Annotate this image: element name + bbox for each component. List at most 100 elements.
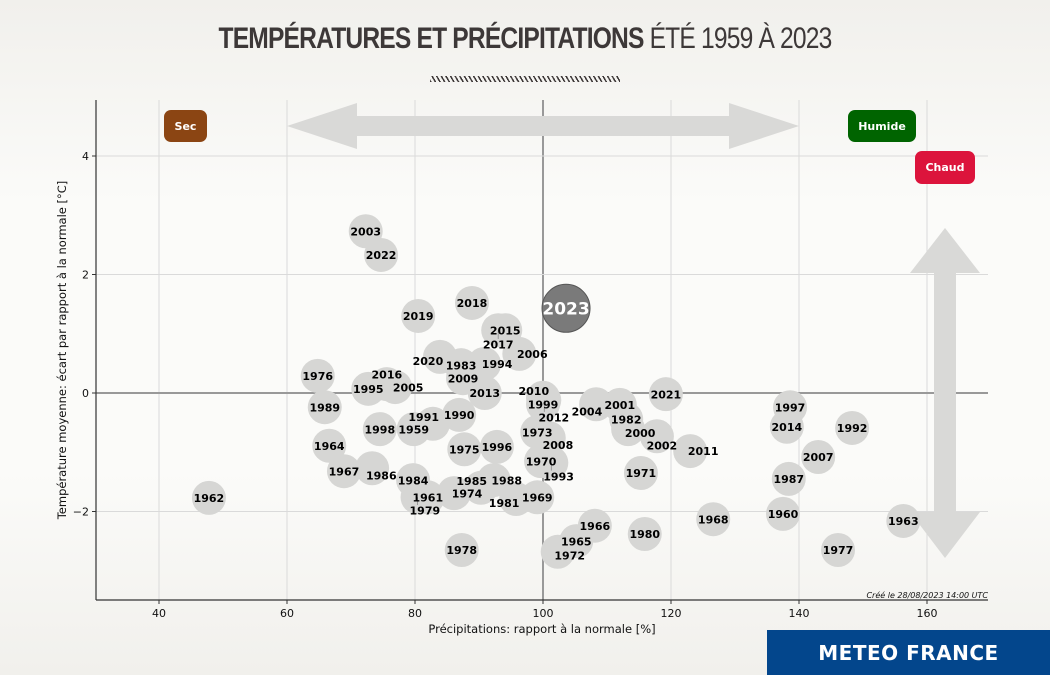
point-marker-1992 xyxy=(835,410,870,445)
data-point-labels: 2023 1959 1960 1961 1962 1963 1964 1965 1966 1967… xyxy=(194,225,919,562)
point-label-2018: 2018 xyxy=(457,297,488,310)
point-marker-1976 xyxy=(300,358,335,393)
point-marker-2023 xyxy=(541,283,591,333)
point-marker-2005 xyxy=(378,370,413,405)
point-marker-1967 xyxy=(326,454,361,489)
x-tick-label: 60 xyxy=(280,607,294,620)
point-label-2008: 2008 xyxy=(543,439,574,452)
title-bold: TEMPÉRATURES ET PRÉCIPITATIONS xyxy=(218,22,644,55)
point-marker-1974 xyxy=(437,476,472,511)
point-label-1962: 1962 xyxy=(194,492,225,505)
created-note: Créé le 28/08/2023 14:00 UTC xyxy=(866,590,988,600)
point-label-1988: 1988 xyxy=(491,474,522,487)
point-label-2013: 2013 xyxy=(469,387,500,400)
point-marker-1971 xyxy=(623,455,658,490)
point-marker-2002 xyxy=(639,419,674,454)
point-label-1984: 1984 xyxy=(398,474,429,487)
point-label-2021: 2021 xyxy=(651,388,682,401)
point-label-2005: 2005 xyxy=(393,381,424,394)
point-label-1980: 1980 xyxy=(629,528,660,541)
point-label-1989: 1989 xyxy=(309,401,340,414)
point-label-1997: 1997 xyxy=(775,401,806,414)
point-label-1985: 1985 xyxy=(456,475,487,488)
x-tick-label: 140 xyxy=(789,607,810,620)
point-label-1976: 1976 xyxy=(302,370,333,383)
point-marker-2006 xyxy=(502,336,537,371)
point-label-1990: 1990 xyxy=(444,409,475,422)
point-marker-1997 xyxy=(773,390,808,425)
point-marker-2004 xyxy=(579,387,614,422)
point-marker-1961 xyxy=(410,480,445,515)
point-label-2007: 2007 xyxy=(803,451,834,464)
point-marker-1973 xyxy=(520,415,555,450)
badge-humide: Humide xyxy=(848,110,916,142)
point-label-2002: 2002 xyxy=(647,439,678,452)
point-label-1963: 1963 xyxy=(888,515,919,528)
badge-sec-label: Sec xyxy=(175,120,197,133)
point-label-1968: 1968 xyxy=(698,513,729,526)
point-label-2004: 2004 xyxy=(572,405,603,418)
point-label-1975: 1975 xyxy=(449,443,480,456)
point-label-1998: 1998 xyxy=(364,423,395,436)
point-label-1979: 1979 xyxy=(410,505,441,518)
point-label-1960: 1960 xyxy=(768,508,799,521)
point-marker-1980 xyxy=(627,517,662,552)
point-marker-2021 xyxy=(648,377,683,412)
point-label-1986: 1986 xyxy=(366,469,397,482)
y-tick-label: 0 xyxy=(82,387,89,400)
point-marker-1978 xyxy=(444,533,479,568)
point-label-2012: 2012 xyxy=(539,412,570,425)
axes xyxy=(95,100,988,601)
y-tick-label: −2 xyxy=(73,506,89,519)
point-marker-1962 xyxy=(191,480,226,515)
point-marker-1985 xyxy=(463,470,498,505)
point-marker-1987 xyxy=(771,461,806,496)
point-marker-1963 xyxy=(886,503,921,538)
point-marker-2019 xyxy=(401,298,436,333)
point-label-1970: 1970 xyxy=(526,455,557,468)
point-label-1991: 1991 xyxy=(408,411,439,424)
point-marker-1999 xyxy=(526,387,560,422)
point-label-2023: 2023 xyxy=(542,300,589,320)
point-label-1971: 1971 xyxy=(626,467,657,480)
point-label-1972: 1972 xyxy=(554,550,585,563)
point-marker-2018 xyxy=(454,285,489,320)
point-marker-1975 xyxy=(447,432,482,467)
point-label-1999: 1999 xyxy=(528,398,559,411)
point-label-1967: 1967 xyxy=(329,465,360,478)
point-label-1965: 1965 xyxy=(561,535,592,548)
point-label-2001: 2001 xyxy=(604,399,635,412)
horizontal-double-arrow-icon xyxy=(287,103,799,149)
point-marker-1959 xyxy=(396,412,431,447)
point-label-2000: 2000 xyxy=(625,427,656,440)
badge-humide-label: Humide xyxy=(858,120,906,133)
point-marker-1996 xyxy=(479,429,514,464)
tick-labels: 40 60 80 100 120 140 160 4 2 0 −2 xyxy=(73,150,938,620)
y-tick-label: 2 xyxy=(82,269,89,282)
point-marker-1990 xyxy=(442,397,477,432)
point-label-2019: 2019 xyxy=(403,310,434,323)
data-points xyxy=(191,214,921,569)
point-label-1977: 1977 xyxy=(823,544,854,557)
point-label-1964: 1964 xyxy=(314,440,345,453)
point-marker-1995 xyxy=(351,371,386,406)
meteo-france-logo: METEO FRANCE xyxy=(767,630,1050,675)
x-tick-label: 100 xyxy=(533,607,554,620)
point-marker-1986 xyxy=(355,451,390,486)
point-marker-1989 xyxy=(307,390,342,425)
vertical-double-arrow-icon xyxy=(910,228,980,558)
point-label-1983: 1983 xyxy=(446,359,477,372)
point-label-2022: 2022 xyxy=(366,249,397,262)
point-label-1994: 1994 xyxy=(482,358,513,371)
badge-chaud: Chaud xyxy=(915,151,975,184)
point-label-1996: 1996 xyxy=(482,441,513,454)
y-tick-label: 4 xyxy=(82,150,89,163)
point-label-2016: 2016 xyxy=(372,369,403,382)
point-label-1978: 1978 xyxy=(446,544,477,557)
point-marker-1998 xyxy=(362,412,397,447)
point-label-2003: 2003 xyxy=(350,225,381,238)
title-underline-decoration xyxy=(430,76,620,82)
point-label-1992: 1992 xyxy=(837,422,868,435)
point-marker-1964 xyxy=(312,428,347,463)
point-label-2015: 2015 xyxy=(490,324,521,337)
